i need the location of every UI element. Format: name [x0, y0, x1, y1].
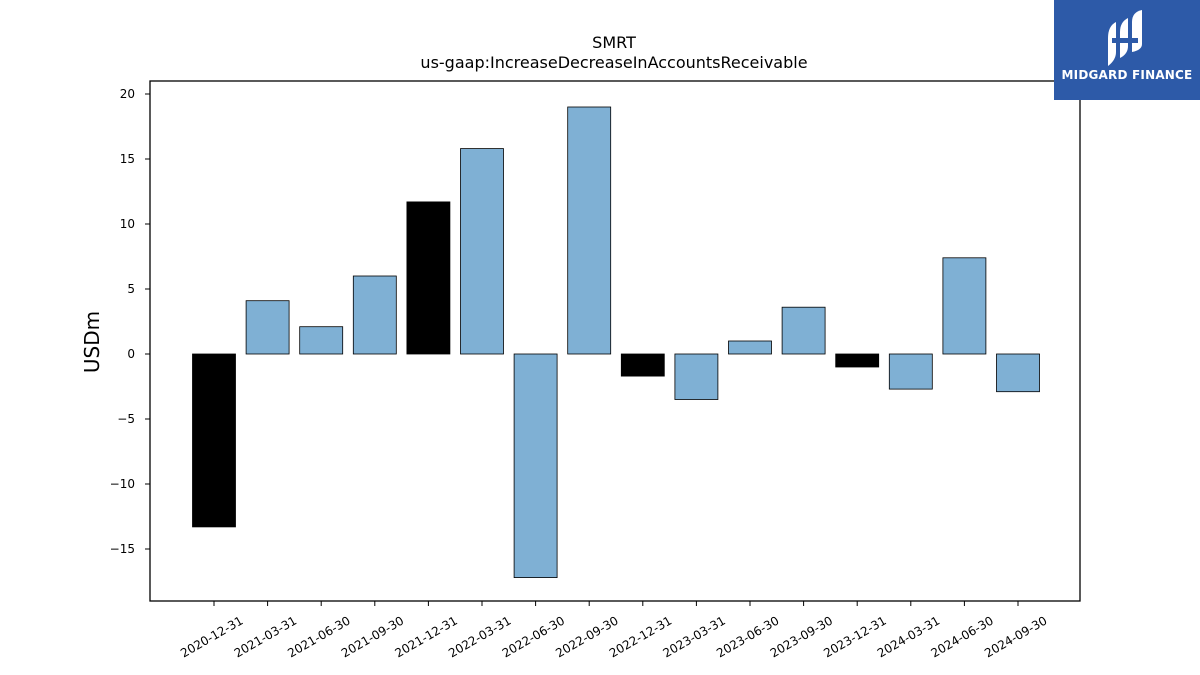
bar-2024-06-30 — [942, 257, 987, 355]
logo-text: MIDGARD FINANCE — [1061, 68, 1193, 82]
midgard-logo-icon — [1108, 10, 1142, 66]
chart-subtitle: us-gaap:IncreaseDecreaseInAccountsReceiv… — [420, 53, 807, 72]
bar-2024-03-31 — [888, 353, 933, 390]
y-tick-label: 10 — [120, 217, 135, 231]
bar-2024-09-30 — [996, 353, 1040, 393]
y-tick-label: −10 — [110, 477, 135, 491]
bar-2022-12-31 — [620, 353, 665, 377]
y-axis-label: USDm — [80, 311, 104, 373]
x-axis-ticks: 2020-12-312021-03-312021-06-302021-09-30… — [178, 601, 1050, 660]
bar-2021-09-30 — [352, 275, 397, 355]
y-tick-label: −5 — [117, 412, 135, 426]
bar-2023-03-31 — [674, 353, 719, 400]
bar-2021-12-31 — [406, 201, 451, 355]
bars-group — [192, 106, 1040, 579]
bar-2022-03-31 — [460, 148, 504, 355]
y-tick-label: 20 — [120, 87, 135, 101]
bar-2020-12-31 — [192, 353, 236, 528]
bar-2023-06-30 — [728, 340, 772, 355]
bar-2021-06-30 — [299, 326, 344, 355]
bar-2022-09-30 — [567, 106, 612, 355]
bar-2022-06-30 — [513, 353, 558, 579]
y-tick-label: 15 — [120, 152, 135, 166]
bar-2023-09-30 — [781, 306, 826, 355]
y-tick-label: −15 — [110, 542, 135, 556]
y-tick-label: 5 — [127, 282, 135, 296]
bar-2021-03-31 — [245, 300, 290, 355]
bar-2023-12-31 — [835, 353, 880, 368]
y-axis-ticks: 20 15 10 5 0 −5 −10 −15 — [110, 87, 150, 556]
chart-title: SMRT — [592, 33, 636, 52]
y-tick-label: 0 — [127, 347, 135, 361]
plot-frame — [149, 80, 1081, 602]
midgard-finance-logo: MIDGARD FINANCE — [1054, 0, 1200, 100]
